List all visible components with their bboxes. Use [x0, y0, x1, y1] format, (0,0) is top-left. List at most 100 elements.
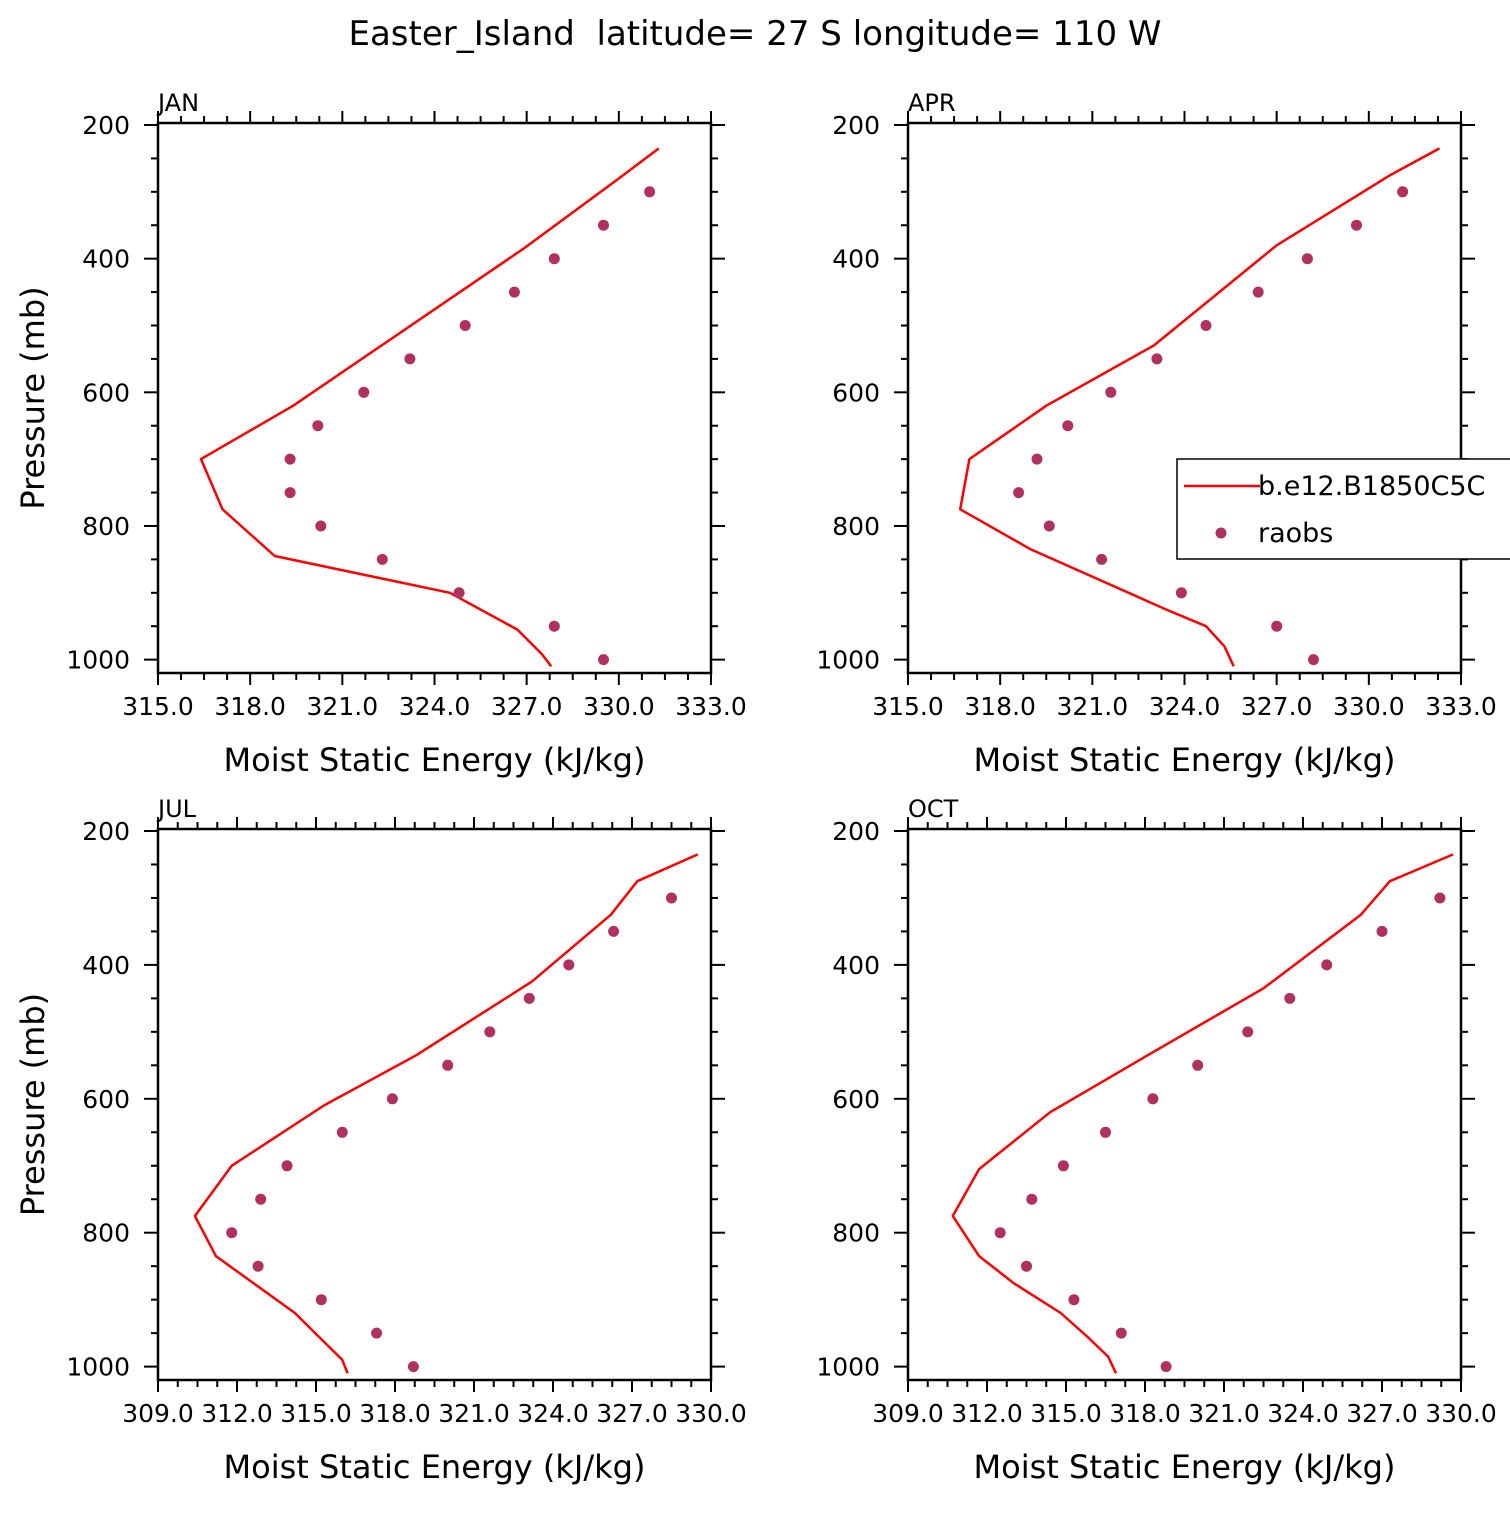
obs-point [281, 1160, 293, 1172]
x-axis-label-apr: Moist Static Energy (kJ/kg) [974, 741, 1396, 779]
x-axis-label-jan: Moist Static Energy (kJ/kg) [224, 741, 646, 779]
obs-point [1321, 959, 1333, 971]
y-axis-label-jan: Pressure (mb) [14, 286, 52, 509]
model-line-jul [193, 853, 699, 1374]
x-tick-label: 318.0 [1109, 1399, 1181, 1428]
obs-point [1151, 353, 1163, 365]
y-axis-label-jul: Pressure (mb) [14, 993, 52, 1216]
obs-point [1284, 992, 1296, 1004]
obs-point [1308, 654, 1319, 666]
x-tick-label: 324.0 [1267, 1399, 1339, 1428]
obs-point [376, 553, 388, 565]
obs-point [523, 992, 535, 1004]
y-tick-label: 600 [832, 378, 880, 407]
obs-point [1397, 186, 1409, 198]
panel-label-jul: JUL [156, 795, 197, 823]
y-tick-label: 1000 [816, 646, 880, 675]
obs-point [608, 925, 620, 937]
x-tick-label: 333.0 [1425, 692, 1497, 721]
y-tick-label: 200 [82, 111, 130, 140]
obs-point [1100, 1126, 1111, 1138]
obs-point [386, 1093, 398, 1105]
obs-point [315, 520, 327, 532]
model-line-jan [199, 147, 660, 668]
obs-point [508, 286, 520, 298]
obs-point [1252, 286, 1264, 298]
obs-point [336, 1126, 348, 1138]
obs-point [1026, 1193, 1038, 1205]
obs-point [284, 453, 296, 465]
x-tick-label: 318.0 [359, 1399, 431, 1428]
obs-point [1031, 453, 1043, 465]
x-tick-label: 315.0 [280, 1399, 352, 1428]
x-axis-label-oct: Moist Static Energy (kJ/kg) [974, 1448, 1396, 1486]
x-tick-label: 330.0 [583, 692, 655, 721]
y-tick-label: 800 [82, 1219, 130, 1248]
x-tick-label: 318.0 [964, 692, 1036, 721]
x-tick-label: 321.0 [1057, 692, 1129, 721]
obs-point [484, 1026, 496, 1038]
x-tick-label: 327.0 [491, 692, 563, 721]
obs-point [315, 1294, 327, 1306]
obs-point [442, 1059, 454, 1071]
obs-point [563, 959, 575, 971]
x-tick-label: 324.0 [399, 692, 471, 721]
obs-point [371, 1327, 383, 1339]
y-tick-label: 1000 [66, 1353, 130, 1382]
y-tick-label: 400 [82, 245, 130, 274]
y-tick-label: 800 [82, 512, 130, 541]
y-tick-label: 200 [832, 817, 880, 846]
panel-label-oct: OCT [908, 795, 959, 823]
x-tick-label: 327.0 [596, 1399, 668, 1428]
obs-point [1160, 1361, 1172, 1373]
obs-point [1115, 1327, 1127, 1339]
obs-point [1376, 925, 1388, 937]
legend-obs-label: raobs [1258, 518, 1333, 549]
legend-box [1176, 458, 1510, 560]
obs-point [1105, 386, 1117, 398]
obs-point [312, 420, 324, 432]
obs-point [1062, 420, 1074, 432]
x-tick-label: 309.0 [122, 1399, 194, 1428]
model-line-apr [958, 147, 1441, 667]
x-tick-label: 318.0 [214, 692, 286, 721]
y-tick-label: 400 [832, 245, 880, 274]
y-tick-label: 600 [82, 1085, 130, 1114]
y-tick-label: 400 [82, 951, 130, 980]
obs-point [1147, 1093, 1159, 1105]
obs-point [1242, 1026, 1254, 1038]
y-tick-label: 1000 [66, 646, 130, 675]
x-tick-label: 315.0 [872, 692, 944, 721]
y-tick-label: 400 [832, 951, 880, 980]
x-tick-label: 330.0 [1333, 692, 1405, 721]
y-tick-label: 800 [832, 1219, 880, 1248]
x-tick-label: 321.0 [307, 692, 379, 721]
x-tick-label: 321.0 [438, 1399, 510, 1428]
legend-obs-swatch [1215, 527, 1227, 539]
obs-point [407, 1361, 419, 1373]
x-tick-label: 327.0 [1346, 1399, 1418, 1428]
y-tick-label: 200 [832, 111, 880, 140]
obs-point [1351, 219, 1362, 231]
obs-point [252, 1260, 264, 1272]
obs-point [598, 219, 609, 231]
x-tick-label: 312.0 [201, 1399, 273, 1428]
y-tick-label: 600 [832, 1085, 880, 1114]
x-tick-label: 333.0 [675, 692, 747, 721]
obs-point [1175, 587, 1187, 599]
panel-label-apr: APR [908, 89, 956, 117]
obs-point [284, 487, 296, 499]
x-axis-label-jul: Moist Static Energy (kJ/kg) [224, 1448, 646, 1486]
obs-point [459, 320, 471, 331]
x-tick-label: 315.0 [122, 692, 194, 721]
legend-model-label: b.e12.B1850C5C [1258, 471, 1485, 502]
x-tick-label: 315.0 [1030, 1399, 1102, 1428]
x-tick-label: 321.0 [1188, 1399, 1260, 1428]
panel-apr: APR 315.0 318.0 321.0 324.0 327.0 330.0 333.0 20… [816, 89, 1496, 779]
panel-label-jan: JAN [156, 89, 199, 117]
obs-point [1192, 1059, 1204, 1071]
x-tick-label: 324.0 [1149, 692, 1221, 721]
obs-point [1096, 553, 1108, 565]
